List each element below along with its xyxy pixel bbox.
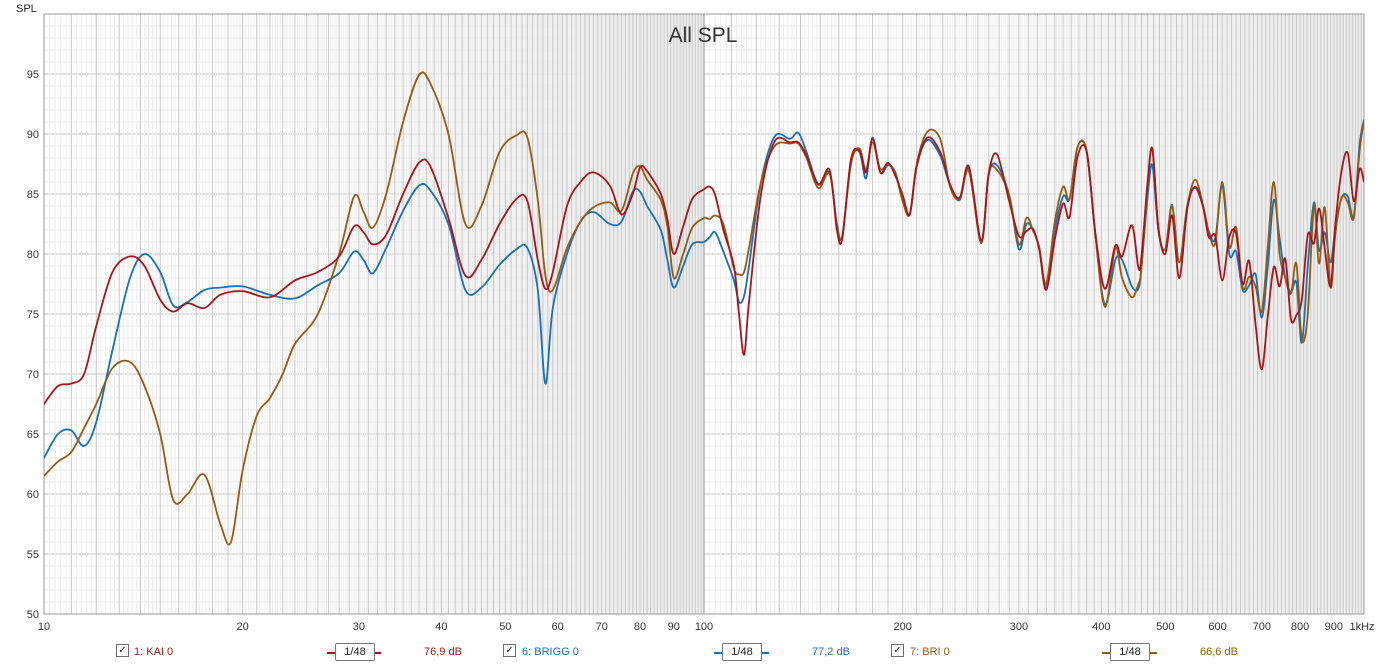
legend: ✓ 1: KAI 0 1/48 76,9 dB ✓ 6: BRIGG 0 1/48 77,2 … bbox=[0, 641, 1385, 665]
x-tick-label: 10 bbox=[38, 621, 50, 633]
axis-layer: 50 55 60 65 70 75 80 85 90 95 10 20 30 40 50 60 70 80 90 10… bbox=[27, 13, 1375, 633]
series-level-value: 66,6 dB bbox=[1200, 646, 1238, 658]
series-visibility-checkbox[interactable]: ✓ bbox=[116, 644, 129, 657]
y-tick-label: 90 bbox=[27, 129, 39, 141]
y-tick-label: 80 bbox=[27, 249, 39, 261]
y-tick-label: 85 bbox=[27, 189, 39, 201]
series-visibility-checkbox[interactable]: ✓ bbox=[891, 644, 904, 657]
plot-frame bbox=[43, 13, 1365, 615]
series-level-value: 76,9 dB bbox=[424, 646, 462, 658]
x-tick-label: 70 bbox=[596, 621, 608, 633]
chart-title: All SPL bbox=[669, 24, 738, 47]
x-tick-label: 800 bbox=[1291, 621, 1309, 633]
smoothing-button[interactable]: 1/48 bbox=[335, 643, 375, 661]
smoothing-button[interactable]: 1/48 bbox=[722, 643, 762, 661]
series-name-label: 6: BRIGG 0 bbox=[522, 646, 579, 658]
x-tick-label: 700 bbox=[1253, 621, 1271, 633]
x-tick-label: 500 bbox=[1156, 621, 1174, 633]
series-layer bbox=[44, 71, 1364, 546]
series-name-label: 7: BRI 0 bbox=[910, 646, 950, 658]
x-tick-label: 40 bbox=[435, 621, 447, 633]
x-tick-label: 600 bbox=[1208, 621, 1226, 633]
series-visibility-checkbox[interactable]: ✓ bbox=[503, 644, 516, 657]
series-level-value: 77,2 dB bbox=[812, 646, 850, 658]
series-name-label: 1: KAI 0 bbox=[134, 646, 174, 658]
grid-layer bbox=[43, 14, 1364, 614]
x-tick-label: 200 bbox=[894, 621, 912, 633]
x-tick-label: 60 bbox=[551, 621, 563, 633]
y-tick-label: 60 bbox=[27, 489, 39, 501]
y-tick-label: 95 bbox=[27, 69, 39, 81]
x-tick-label: 900 bbox=[1325, 621, 1343, 633]
y-tick-label: 65 bbox=[27, 429, 39, 441]
y-tick-label: 55 bbox=[27, 549, 39, 561]
x-tick-label: 90 bbox=[668, 621, 680, 633]
x-tick-label: 80 bbox=[634, 621, 646, 633]
y-axis-label: SPL bbox=[16, 3, 37, 15]
x-tick-label: 30 bbox=[353, 621, 365, 633]
x-tick-label: 100 bbox=[695, 621, 713, 633]
smoothing-button[interactable]: 1/48 bbox=[1110, 643, 1150, 661]
y-tick-label: 70 bbox=[27, 369, 39, 381]
x-tick-label: 20 bbox=[237, 621, 249, 633]
x-tick-label: 1kHz bbox=[1349, 621, 1374, 633]
y-tick-label: 75 bbox=[27, 309, 39, 321]
x-tick-label: 300 bbox=[1010, 621, 1028, 633]
series-line-1 bbox=[44, 136, 1364, 405]
y-tick-label: 50 bbox=[27, 609, 39, 621]
x-tick-label: 400 bbox=[1092, 621, 1110, 633]
x-tick-label: 50 bbox=[499, 621, 511, 633]
